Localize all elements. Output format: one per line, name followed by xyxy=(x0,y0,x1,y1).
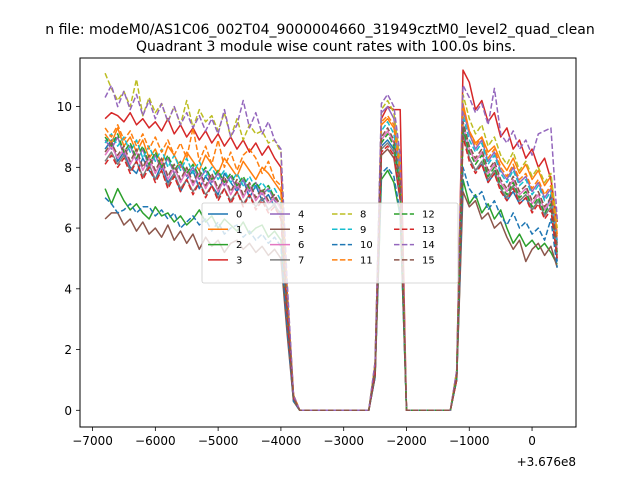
legend-label-4: 4 xyxy=(298,210,304,221)
x-tick-label: −3000 xyxy=(323,434,364,448)
figure-suptitle: n file: modeM0/AS1C06_002T04_9000004660_… xyxy=(45,22,594,38)
legend-label-10: 10 xyxy=(360,240,373,251)
y-tick-label: 10 xyxy=(57,100,72,114)
legend-label-14: 14 xyxy=(422,240,435,251)
legend-label-12: 12 xyxy=(422,210,435,221)
y-tick-label: 6 xyxy=(64,222,72,236)
x-tick-label: −6000 xyxy=(135,434,176,448)
y-tick-label: 4 xyxy=(64,282,72,296)
x-axis: −7000 −6000 −5000 −4000 −3000 −2000 −1000 0 xyxy=(72,427,536,448)
legend-label-9: 9 xyxy=(360,225,366,236)
y-tick-label: 2 xyxy=(64,343,72,357)
legend-label-3: 3 xyxy=(236,255,242,266)
x-tick-label: −5000 xyxy=(198,434,239,448)
x-tick-label: −4000 xyxy=(261,434,302,448)
legend-label-13: 13 xyxy=(422,225,435,236)
x-tick-label: −1000 xyxy=(449,434,490,448)
legend-label-8: 8 xyxy=(360,210,366,221)
legend-label-6: 6 xyxy=(298,240,304,251)
x-tick-label: 0 xyxy=(528,434,536,448)
series-line-10 xyxy=(104,166,558,412)
y-tick-label: 0 xyxy=(64,404,72,418)
legend-label-11: 11 xyxy=(360,255,373,266)
legend-label-2: 2 xyxy=(236,240,242,251)
plot-frame xyxy=(79,57,577,428)
legend-label-7: 7 xyxy=(298,255,304,266)
y-tick-label: 8 xyxy=(64,161,72,175)
legend-frame xyxy=(201,202,459,284)
legend-label-0: 0 xyxy=(236,210,242,221)
series-line-15 xyxy=(104,121,558,412)
y-axis: 0 2 4 6 8 10 xyxy=(57,100,80,418)
legend-label-5: 5 xyxy=(298,225,304,236)
x-tick-label: −2000 xyxy=(386,434,427,448)
x-tick-label: −7000 xyxy=(72,434,113,448)
x-offset-label: +3.676e8 xyxy=(517,455,576,469)
chart-title: Quadrant 3 module wise count rates with … xyxy=(136,39,516,55)
legend-label-1: 1 xyxy=(236,225,242,236)
legend-label-15: 15 xyxy=(422,255,435,266)
